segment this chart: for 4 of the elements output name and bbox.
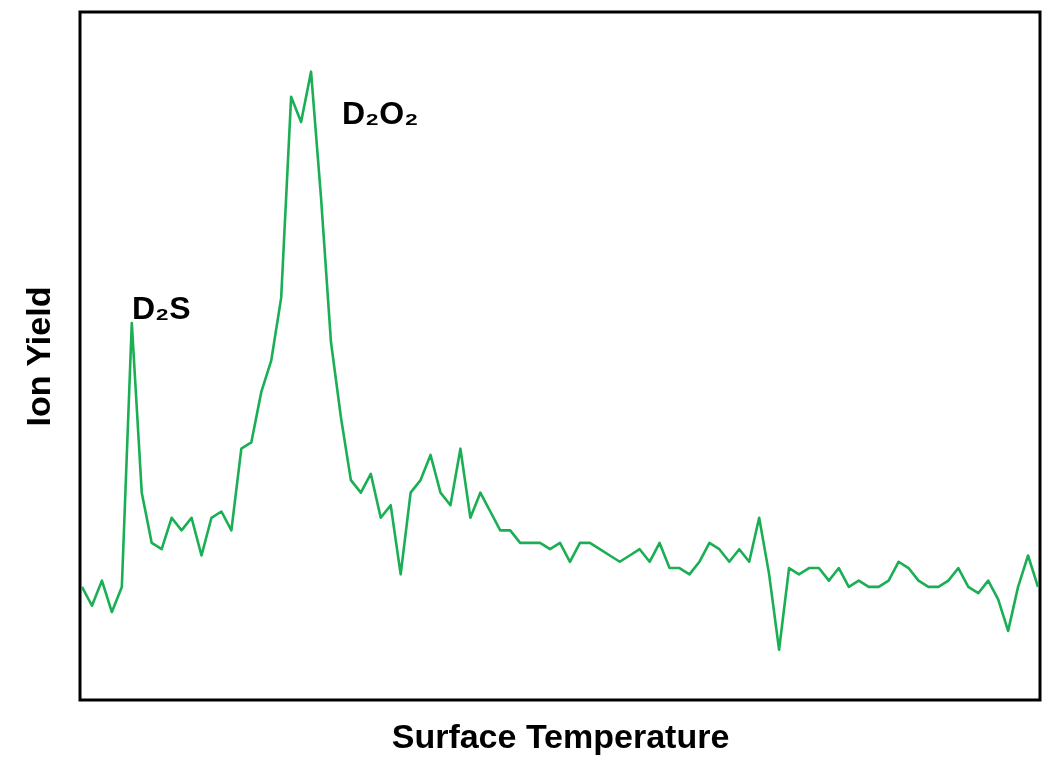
x-axis-title: Surface Temperature <box>391 716 730 755</box>
y-axis-title: Ion Yield <box>18 286 57 427</box>
annotation: D₂O₂ <box>342 95 419 131</box>
annotation: D₂S <box>132 290 191 326</box>
